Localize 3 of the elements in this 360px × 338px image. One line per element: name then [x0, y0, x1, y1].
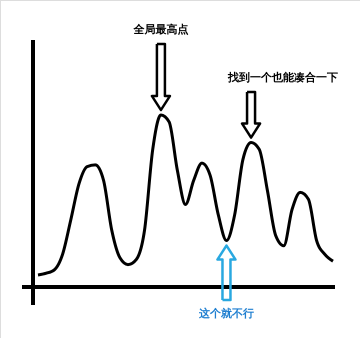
text: 这个就不行 [198, 307, 254, 320]
text: 全局最高点 [132, 23, 188, 36]
text: 找到一个也能凑合一下 [227, 71, 338, 84]
